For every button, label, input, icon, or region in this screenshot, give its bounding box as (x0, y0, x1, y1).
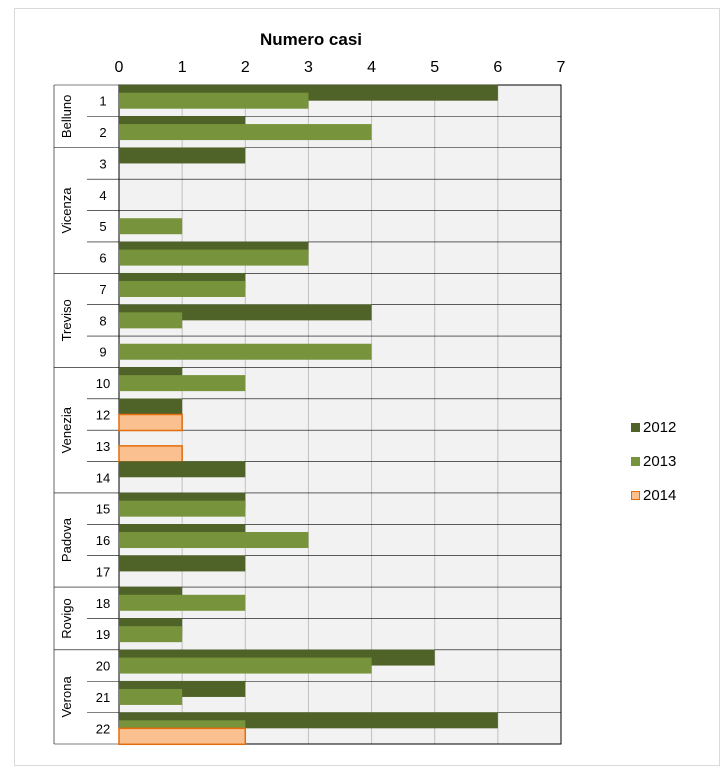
x-tick-label: 3 (304, 59, 313, 76)
legend-label: 2012 (643, 419, 677, 436)
category-label: 16 (96, 533, 110, 548)
category-label: 13 (96, 439, 110, 454)
legend-item-2012: 2012 (631, 416, 676, 439)
legend-item-2013: 2013 (631, 450, 676, 473)
bar-2014-cat-22 (118, 727, 247, 746)
bar-2013-cat-20 (119, 657, 372, 674)
group-label-venezia: Venezia (59, 406, 74, 453)
bar-2013-cat-9 (119, 343, 372, 360)
bar-2013-cat-16 (119, 532, 309, 549)
category-label: 9 (99, 345, 106, 360)
category-label: 14 (96, 470, 110, 485)
legend: 2012 2013 2014 (631, 416, 676, 518)
category-label: 19 (96, 627, 110, 642)
bar-2014-cat-12 (118, 413, 183, 432)
category-label: 18 (96, 596, 110, 611)
category-label: 1 (99, 94, 106, 109)
category-label: 7 (99, 282, 106, 297)
x-axis-title: Numero casi (260, 30, 362, 49)
category-label: 10 (96, 376, 110, 391)
bar-2013-cat-2 (119, 124, 372, 141)
bar-2013-cat-10 (119, 375, 246, 392)
gridlines (118, 84, 562, 745)
group-label-vicenza: Vicenza (59, 187, 74, 234)
plot-background (119, 85, 561, 744)
legend-label: 2013 (643, 453, 677, 470)
category-label: 20 (96, 659, 110, 674)
bar-2013-cat-1 (119, 92, 309, 109)
bar-2013-cat-15 (119, 500, 246, 517)
legend-item-2014: 2014 (631, 484, 676, 507)
x-tick-label: 1 (178, 59, 187, 76)
legend-label: 2014 (643, 487, 677, 504)
chart-frame (14, 8, 720, 766)
category-label: 6 (99, 251, 106, 266)
bar-2012-cat-12 (119, 398, 183, 415)
category-label: 3 (99, 156, 106, 171)
bar-2013-cat-18 (119, 594, 246, 611)
x-tick-label: 5 (430, 59, 439, 76)
legend-swatch-2014 (631, 491, 640, 500)
x-tick-label: 0 (115, 59, 124, 76)
group-label-belluno: Belluno (59, 95, 74, 138)
category-lines (53, 84, 119, 745)
category-label: 21 (96, 690, 110, 705)
x-tick-label: 2 (241, 59, 250, 76)
group-labels: Belluno Vicenza Treviso Venezia Padova Rovigo… (59, 95, 74, 718)
bar-2013-cat-8 (119, 312, 183, 329)
group-label-verona: Verona (59, 676, 74, 718)
group-label-rovigo: Rovigo (59, 598, 74, 638)
bar-2013-cat-7 (119, 280, 246, 297)
group-label-padova: Padova (59, 517, 74, 562)
bars (118, 84, 498, 746)
x-tick-label: 6 (493, 59, 502, 76)
x-tick-label: 4 (367, 59, 376, 76)
bar-2013-cat-21 (119, 688, 183, 705)
category-label: 2 (99, 125, 106, 140)
x-tick-labels: 0 1 2 3 4 5 6 7 (115, 59, 566, 76)
legend-swatch-2012 (631, 423, 640, 432)
category-label: 17 (96, 564, 110, 579)
bar-2013-cat-19 (119, 626, 183, 643)
category-label: 5 (99, 219, 106, 234)
bar-2012-cat-14 (119, 461, 246, 478)
category-label: 4 (99, 188, 106, 203)
legend-swatch-2013 (631, 457, 640, 466)
x-tick-label: 7 (557, 59, 566, 76)
bar-2012-cat-3 (119, 147, 246, 164)
category-label: 15 (96, 502, 110, 517)
bar-2013-cat-6 (119, 249, 309, 266)
category-label: 22 (96, 721, 110, 736)
category-label: 12 (96, 408, 110, 423)
bar-2013-cat-5 (119, 218, 183, 235)
bar-2012-cat-17 (119, 555, 246, 572)
category-label: 8 (99, 313, 106, 328)
group-label-treviso: Treviso (59, 299, 74, 341)
bar-2014-cat-13 (118, 445, 183, 463)
